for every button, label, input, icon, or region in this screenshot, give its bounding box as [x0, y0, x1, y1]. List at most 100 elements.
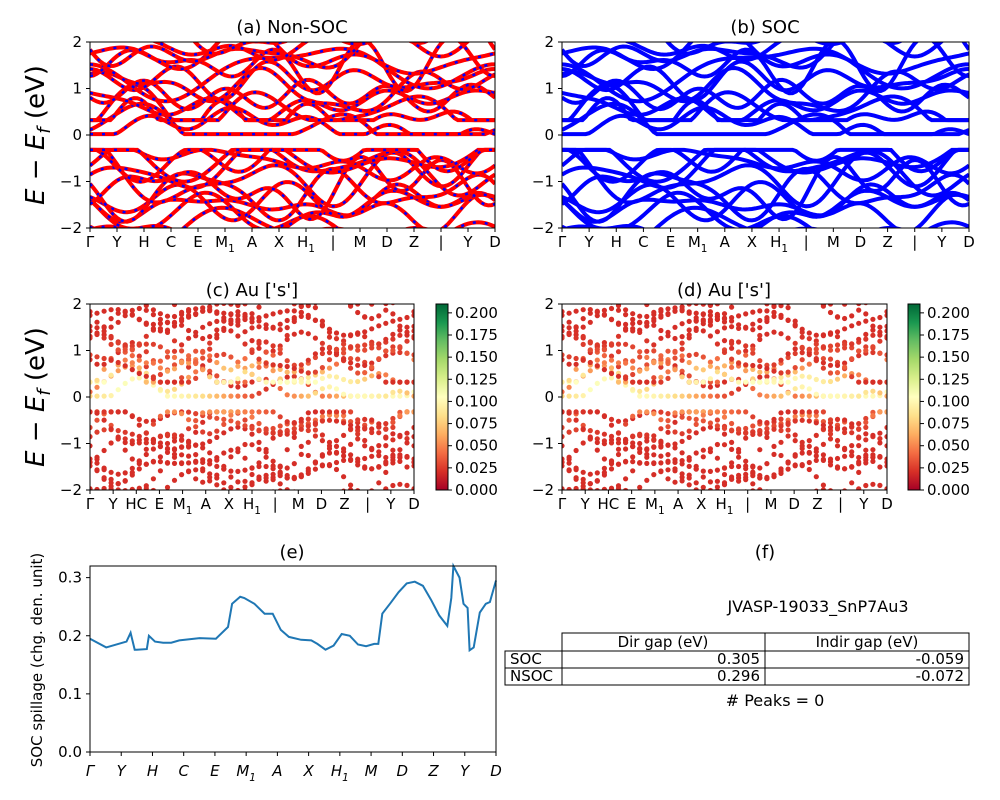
d-point	[877, 390, 883, 396]
c-point	[179, 444, 185, 450]
c-point	[242, 488, 248, 490]
d-point	[573, 361, 579, 367]
colorbar-tick-label: 0.100	[455, 392, 498, 410]
c-point	[207, 438, 213, 444]
c-point	[355, 347, 361, 353]
d-point	[566, 393, 572, 399]
panel-b-xtick-label: Γ	[558, 233, 567, 251]
d-point	[743, 348, 749, 354]
table-row-nsoc-label: NSOC	[510, 667, 553, 685]
c-point	[390, 389, 396, 395]
d-point	[693, 466, 699, 472]
panel-b-xtick-label: D	[855, 233, 867, 251]
d-point	[714, 316, 721, 322]
c-point	[150, 326, 156, 332]
c-point	[200, 445, 206, 451]
c-point	[221, 304, 227, 306]
c-point	[376, 424, 382, 430]
d-point	[679, 458, 685, 464]
d-point	[792, 409, 798, 415]
d-point	[658, 426, 664, 432]
d-point	[707, 409, 714, 415]
d-point	[630, 365, 636, 371]
d-point	[771, 313, 777, 319]
d-point	[757, 379, 763, 385]
panel-b-ytick-label: 2	[544, 33, 554, 51]
d-point	[799, 373, 805, 379]
c-point	[235, 487, 241, 490]
a-band-dash-19	[90, 60, 495, 101]
d-point	[849, 430, 855, 436]
c-point	[150, 421, 156, 427]
d-point	[778, 501, 783, 506]
d-point	[714, 304, 720, 307]
d-point	[665, 467, 671, 473]
c-point	[200, 466, 206, 472]
d-point	[721, 442, 728, 448]
d-point	[870, 344, 876, 350]
c-point	[291, 315, 297, 321]
c-point	[305, 427, 311, 434]
d-point	[721, 414, 728, 420]
d-point	[785, 379, 791, 385]
d-point	[792, 418, 798, 424]
d-point	[785, 409, 791, 415]
c-point	[277, 464, 283, 470]
d-point	[623, 360, 629, 366]
d-point	[806, 374, 812, 380]
c-point	[186, 417, 192, 423]
d-point	[827, 424, 834, 430]
c-point	[411, 323, 414, 329]
d-point	[800, 288, 805, 293]
d-point	[665, 311, 671, 318]
d-point	[771, 309, 777, 316]
c-point	[249, 393, 255, 399]
c-point	[90, 389, 93, 395]
c-point	[164, 354, 171, 360]
c-point	[383, 353, 389, 359]
c-point	[256, 474, 262, 480]
c-point	[284, 374, 290, 380]
d-point	[566, 331, 572, 338]
c-point	[235, 468, 241, 474]
c-point	[411, 357, 414, 363]
a-band-dash-18	[90, 66, 495, 113]
c-point	[319, 346, 325, 352]
c-point	[306, 278, 311, 283]
c-point	[355, 285, 360, 290]
c-point	[333, 409, 340, 415]
d-point	[594, 380, 600, 386]
d-point	[594, 409, 600, 415]
c-point	[390, 331, 396, 337]
c-point	[171, 432, 178, 438]
c-point	[235, 384, 241, 390]
d-point	[877, 289, 882, 294]
c-point	[306, 495, 311, 500]
d-point	[785, 420, 791, 426]
c-point	[397, 284, 402, 289]
c-point	[94, 354, 100, 360]
panel-d-xtick-label: Y	[858, 495, 869, 513]
d-point	[630, 386, 636, 393]
d-point	[792, 453, 798, 459]
c-point	[376, 345, 382, 351]
c-point	[362, 370, 368, 376]
d-point	[813, 413, 819, 419]
panel-e-ytick-label: 0.3	[58, 569, 82, 587]
c-point	[263, 349, 269, 355]
c-point	[312, 317, 318, 323]
c-point	[376, 341, 382, 347]
d-point	[736, 349, 742, 355]
c-point	[122, 429, 128, 435]
d-point	[856, 454, 862, 461]
panel-c-projected-bands	[90, 278, 414, 500]
d-point	[757, 270, 762, 275]
d-point	[877, 332, 883, 338]
c-point	[90, 352, 93, 358]
d-point	[651, 375, 657, 381]
panel-c-ytick-label: −2	[60, 481, 82, 499]
c-point	[291, 304, 297, 307]
d-point	[587, 434, 593, 440]
d-point	[651, 379, 657, 385]
c-point	[207, 474, 213, 480]
